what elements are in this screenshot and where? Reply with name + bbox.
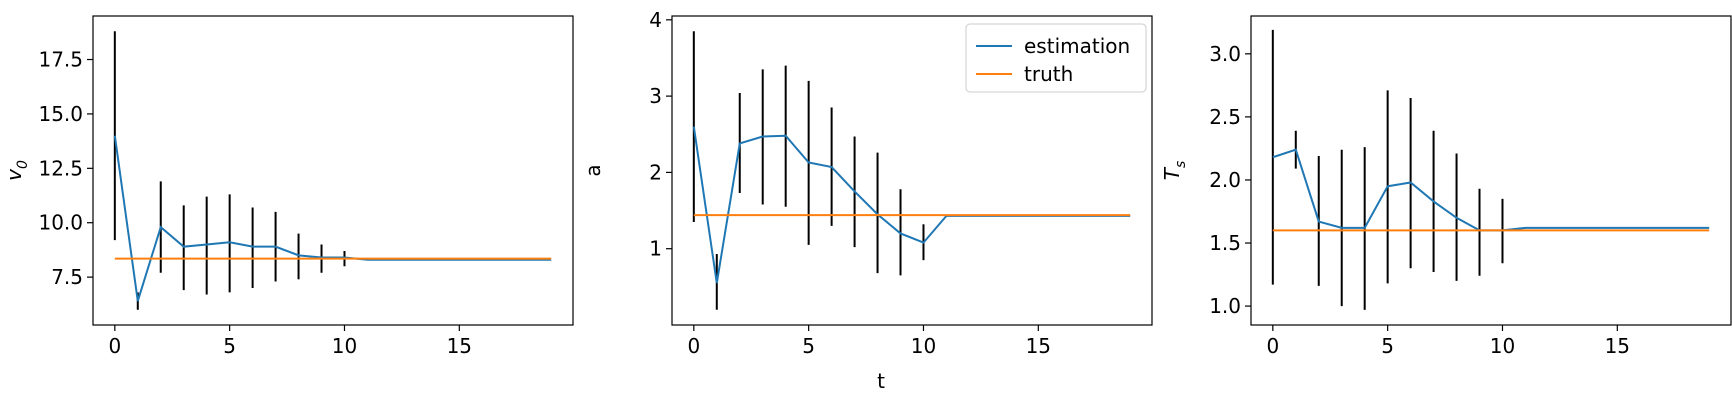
x-tick-label: 15 (447, 334, 472, 358)
axes-frame (671, 15, 1153, 326)
legend-entry-estimation: estimation (1024, 34, 1130, 58)
y-axis-label: v0 (2, 160, 31, 181)
axes-frame (92, 15, 574, 326)
x-tick-label: 10 (332, 334, 357, 358)
y-tick-label: 4 (649, 8, 662, 32)
x-tick-label: 0 (687, 334, 700, 358)
series-line-estimation (692, 126, 1131, 284)
chart-panel-ts: 0 5 10 15 1.0 1.5 2.0 2.5 3.0 Ts (1160, 15, 1732, 358)
y-tick-label: 3.0 (1209, 42, 1241, 66)
axes-frame (1250, 15, 1732, 326)
y-tick-label: 7.5 (51, 265, 83, 289)
series-line-estimation (113, 135, 552, 302)
y-tick-label: 2.0 (1209, 168, 1241, 192)
series-line-estimation (1272, 148, 1710, 232)
y-tick-label: 2.5 (1209, 105, 1241, 129)
y-tick-label: 17.5 (38, 48, 83, 72)
y-tick-label: 2 (649, 160, 662, 184)
legend: estimation truth (965, 23, 1147, 93)
x-tick-label: 5 (802, 334, 815, 358)
x-tick-label: 15 (1026, 334, 1051, 358)
y-tick-label: 15.0 (38, 102, 83, 126)
y-axis-label: Ts (1160, 161, 1189, 181)
x-tick-label: 10 (911, 334, 936, 358)
x-tick-label: 15 (1605, 334, 1630, 358)
x-tick-label: 5 (1381, 334, 1394, 358)
y-tick-label: 3 (649, 84, 662, 108)
y-tick-label: 12.5 (38, 156, 83, 180)
x-tick-label: 5 (223, 334, 236, 358)
shared-x-axis-label: t (877, 369, 885, 393)
y-tick-label: 1 (649, 237, 662, 261)
y-tick-label: 1.0 (1209, 294, 1241, 318)
chart-panel-v0: 0 5 10 15 7.5 10.0 12.5 15.0 17.5 v0 (2, 15, 574, 358)
chart-panel-a: 0 5 10 15 1 2 3 4 a estimation truth (581, 8, 1153, 358)
y-tick-label: 10.0 (38, 211, 83, 235)
x-tick-label: 0 (1266, 334, 1279, 358)
x-tick-label: 0 (108, 334, 121, 358)
y-tick-label: 1.5 (1209, 231, 1241, 255)
y-axis-label: a (581, 164, 605, 176)
x-tick-label: 10 (1490, 334, 1515, 358)
legend-entry-truth: truth (1024, 62, 1073, 86)
